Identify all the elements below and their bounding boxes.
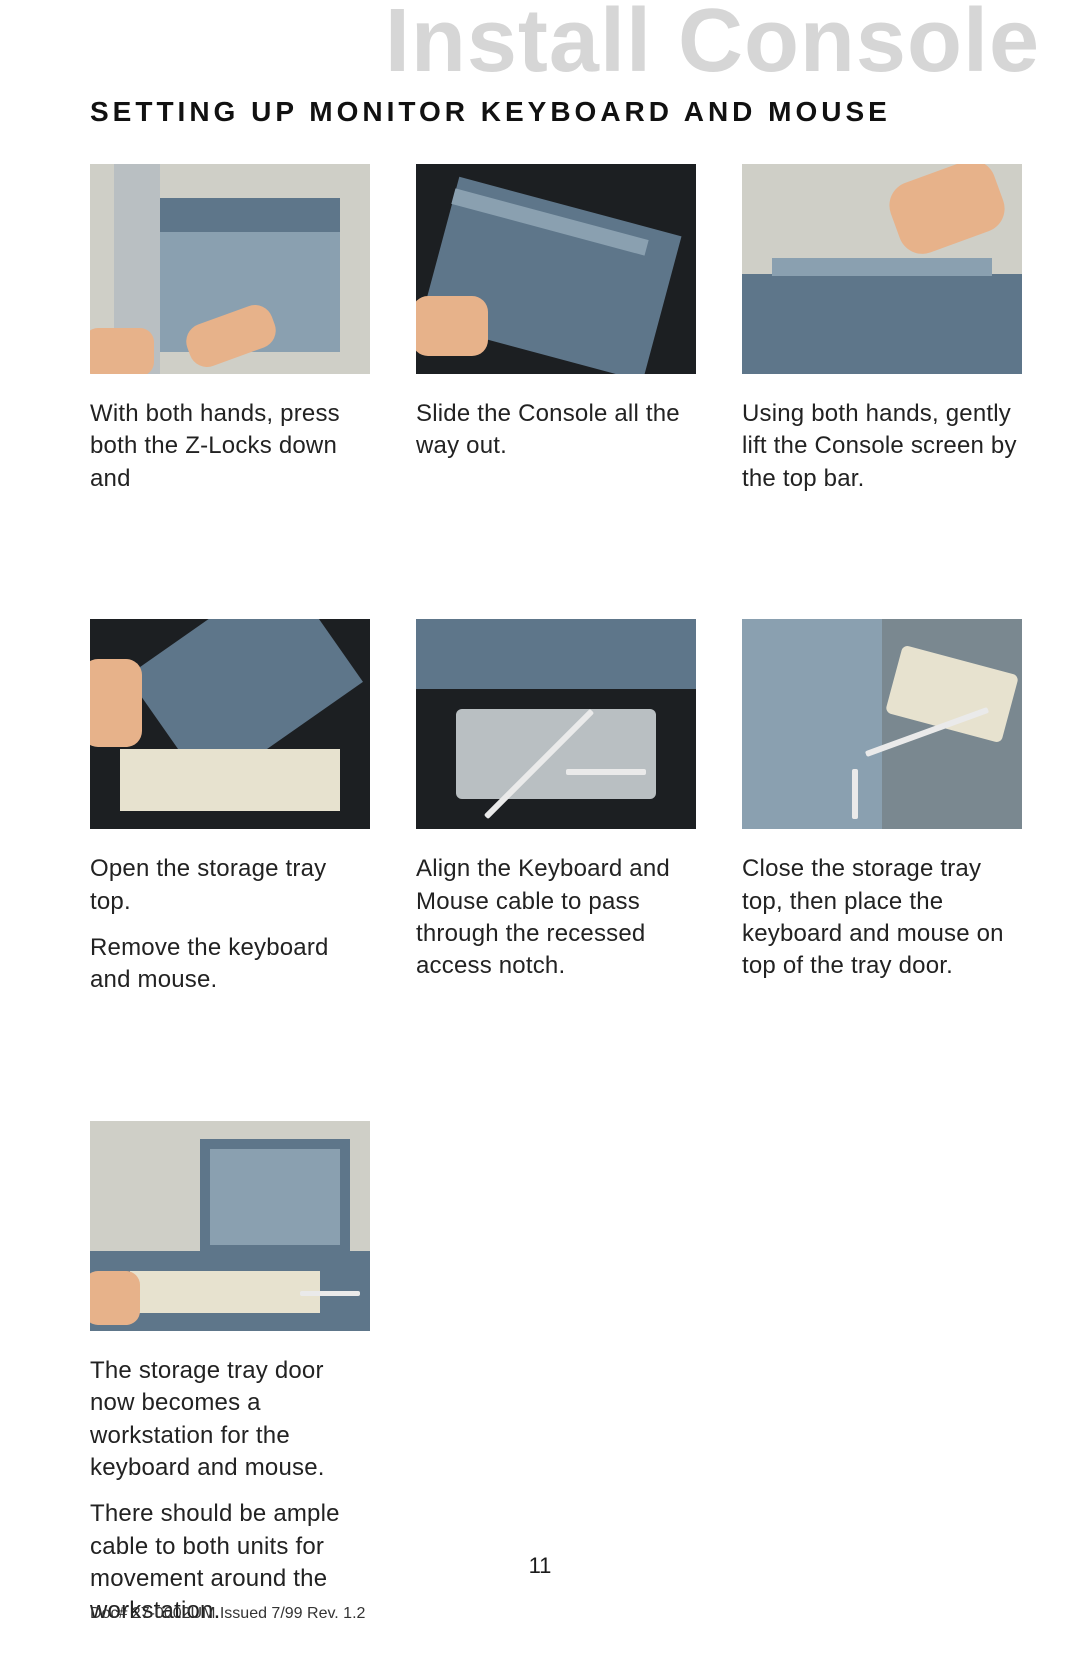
background-title: Install Console — [385, 0, 1040, 93]
step-caption: Align the Keyboard and Mouse cable to pa… — [416, 853, 696, 983]
step-caption: The storage tray door now becomes a work… — [90, 1355, 370, 1628]
caption-text: The storage tray door now becomes a work… — [90, 1355, 370, 1485]
step-caption: Slide the Console all the way out. — [416, 398, 696, 463]
caption-text: Slide the Console all the way out. — [416, 398, 696, 463]
doc-footer-line: Doc# 27-0002UM Issued 7/99 Rev. 1.2 — [90, 1605, 365, 1623]
section-heading: SETTING UP MONITOR KEYBOARD AND MOUSE — [90, 96, 1032, 128]
step-cell: With both hands, press both the Z-Locks … — [90, 164, 370, 509]
step-cell: Close the storage tray top, then place t… — [742, 619, 1022, 1011]
step-photo — [90, 619, 370, 829]
step-cell: Using both hands, gently lift the Consol… — [742, 164, 1022, 509]
step-caption: Open the storage tray top. Remove the ke… — [90, 853, 370, 997]
manual-page: Install Console SETTING UP MONITOR KEYBO… — [0, 0, 1080, 1669]
step-photo — [742, 619, 1022, 829]
caption-text: With both hands, press both the Z-Locks … — [90, 398, 370, 495]
step-photo — [90, 164, 370, 374]
step-photo — [742, 164, 1022, 374]
step-cell: Slide the Console all the way out. — [416, 164, 696, 509]
caption-text: Open the storage tray top. — [90, 853, 370, 918]
caption-text: Close the storage tray top, then place t… — [742, 853, 1022, 983]
caption-text: Using both hands, gently lift the Consol… — [742, 398, 1022, 495]
steps-grid: With both hands, press both the Z-Locks … — [90, 164, 1032, 1642]
step-photo — [90, 1121, 370, 1331]
step-caption: With both hands, press both the Z-Locks … — [90, 398, 370, 495]
caption-text: Remove the keyboard and mouse. — [90, 932, 370, 997]
step-photo — [416, 619, 696, 829]
step-cell: Open the storage tray top. Remove the ke… — [90, 619, 370, 1011]
caption-text: Align the Keyboard and Mouse cable to pa… — [416, 853, 696, 983]
step-caption: Close the storage tray top, then place t… — [742, 853, 1022, 983]
step-photo — [416, 164, 696, 374]
page-number: 11 — [0, 1553, 1080, 1579]
step-caption: Using both hands, gently lift the Consol… — [742, 398, 1022, 495]
step-cell: Align the Keyboard and Mouse cable to pa… — [416, 619, 696, 1011]
